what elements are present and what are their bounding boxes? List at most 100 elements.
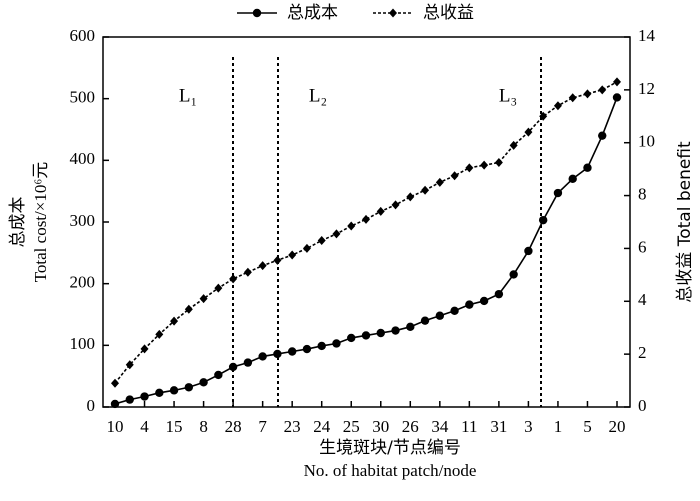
point	[612, 93, 622, 102]
point	[509, 270, 518, 279]
point	[553, 188, 563, 198]
point	[406, 322, 415, 332]
x-tick-label: 24	[313, 417, 331, 436]
point	[376, 206, 385, 216]
point	[125, 360, 134, 370]
point	[302, 344, 312, 354]
y-tick-label: 300	[70, 211, 96, 230]
y2-tick-label: 6	[638, 237, 647, 256]
point	[494, 289, 504, 299]
point	[288, 250, 297, 260]
point	[479, 296, 489, 306]
point	[362, 214, 370, 224]
point	[332, 229, 341, 239]
point	[170, 316, 179, 326]
point	[258, 352, 267, 361]
point	[583, 163, 592, 172]
point	[421, 185, 430, 195]
x-tick-label: 10	[107, 417, 124, 436]
point	[252, 8, 262, 18]
point	[524, 246, 533, 256]
point	[184, 304, 193, 314]
point	[465, 300, 474, 309]
point	[317, 236, 326, 245]
point	[568, 93, 577, 103]
point	[524, 127, 533, 137]
point	[450, 306, 459, 315]
point	[450, 171, 459, 181]
point	[598, 85, 607, 95]
point	[538, 215, 548, 225]
point	[391, 326, 400, 335]
point	[361, 331, 371, 340]
point	[302, 243, 311, 253]
point	[598, 131, 607, 140]
point	[273, 255, 282, 265]
point	[347, 221, 356, 231]
x-tick-label: 28	[225, 417, 242, 436]
y2-tick-label: 8	[638, 184, 647, 203]
point	[110, 399, 120, 409]
point	[389, 8, 397, 18]
point	[228, 362, 238, 372]
y2-tick-label: 10	[638, 132, 655, 151]
y2-tick-label: 0	[638, 396, 647, 415]
point	[494, 158, 503, 168]
y-axis-label: 总成本	[8, 197, 28, 248]
point	[125, 395, 134, 404]
x-tick-label: 4	[140, 417, 149, 436]
point	[539, 111, 548, 121]
point	[347, 333, 356, 343]
point	[420, 316, 430, 325]
y2-tick-label: 4	[638, 290, 647, 309]
x-tick-label: 20	[609, 417, 626, 436]
point	[273, 349, 282, 359]
annotation: L₁	[179, 85, 197, 106]
point	[613, 77, 621, 87]
x-tick-label: 15	[166, 417, 183, 436]
point	[480, 160, 489, 170]
legend-label: 总成本	[287, 3, 338, 23]
y-tick-label: 400	[70, 149, 96, 168]
legend-label: 总收益	[423, 3, 474, 23]
y-tick-label: 0	[87, 396, 96, 415]
x-tick-label: 23	[284, 417, 301, 436]
point	[435, 177, 444, 187]
y-tick-label: 200	[70, 273, 96, 292]
x-tick-label: 1	[554, 417, 563, 436]
point	[214, 283, 223, 293]
point	[435, 311, 445, 320]
point	[169, 386, 179, 395]
y-tick-label: 500	[70, 88, 96, 107]
point	[199, 294, 208, 304]
point	[583, 89, 592, 99]
point	[258, 261, 267, 271]
annotation: L₃	[499, 85, 517, 106]
point	[406, 192, 415, 202]
point	[332, 339, 341, 348]
point	[140, 344, 149, 354]
x-tick-label: 5	[583, 417, 592, 436]
point	[243, 267, 252, 277]
x-axis-label: 生境斑块/节点编号	[319, 438, 461, 458]
point	[509, 140, 518, 150]
x-tick-label: 7	[258, 417, 267, 436]
y-tick-label: 100	[70, 334, 96, 353]
point	[317, 341, 326, 351]
x-tick-label: 11	[461, 417, 477, 436]
x-tick-label: 25	[343, 417, 360, 436]
point	[465, 163, 474, 173]
x-tick-label: 34	[431, 417, 449, 436]
point	[199, 378, 208, 387]
point	[155, 388, 164, 398]
x-tick-label: 8	[199, 417, 208, 436]
point	[287, 347, 297, 356]
y2-axis-label: 总收益 Total benefit	[675, 141, 695, 303]
point	[376, 328, 385, 338]
x-tick-label: 31	[490, 417, 507, 436]
point	[391, 200, 400, 210]
point	[243, 358, 253, 367]
y-axis-label: Total cost/×10⁶元	[31, 162, 50, 283]
point	[140, 392, 149, 401]
x-tick-label: 30	[372, 417, 389, 436]
